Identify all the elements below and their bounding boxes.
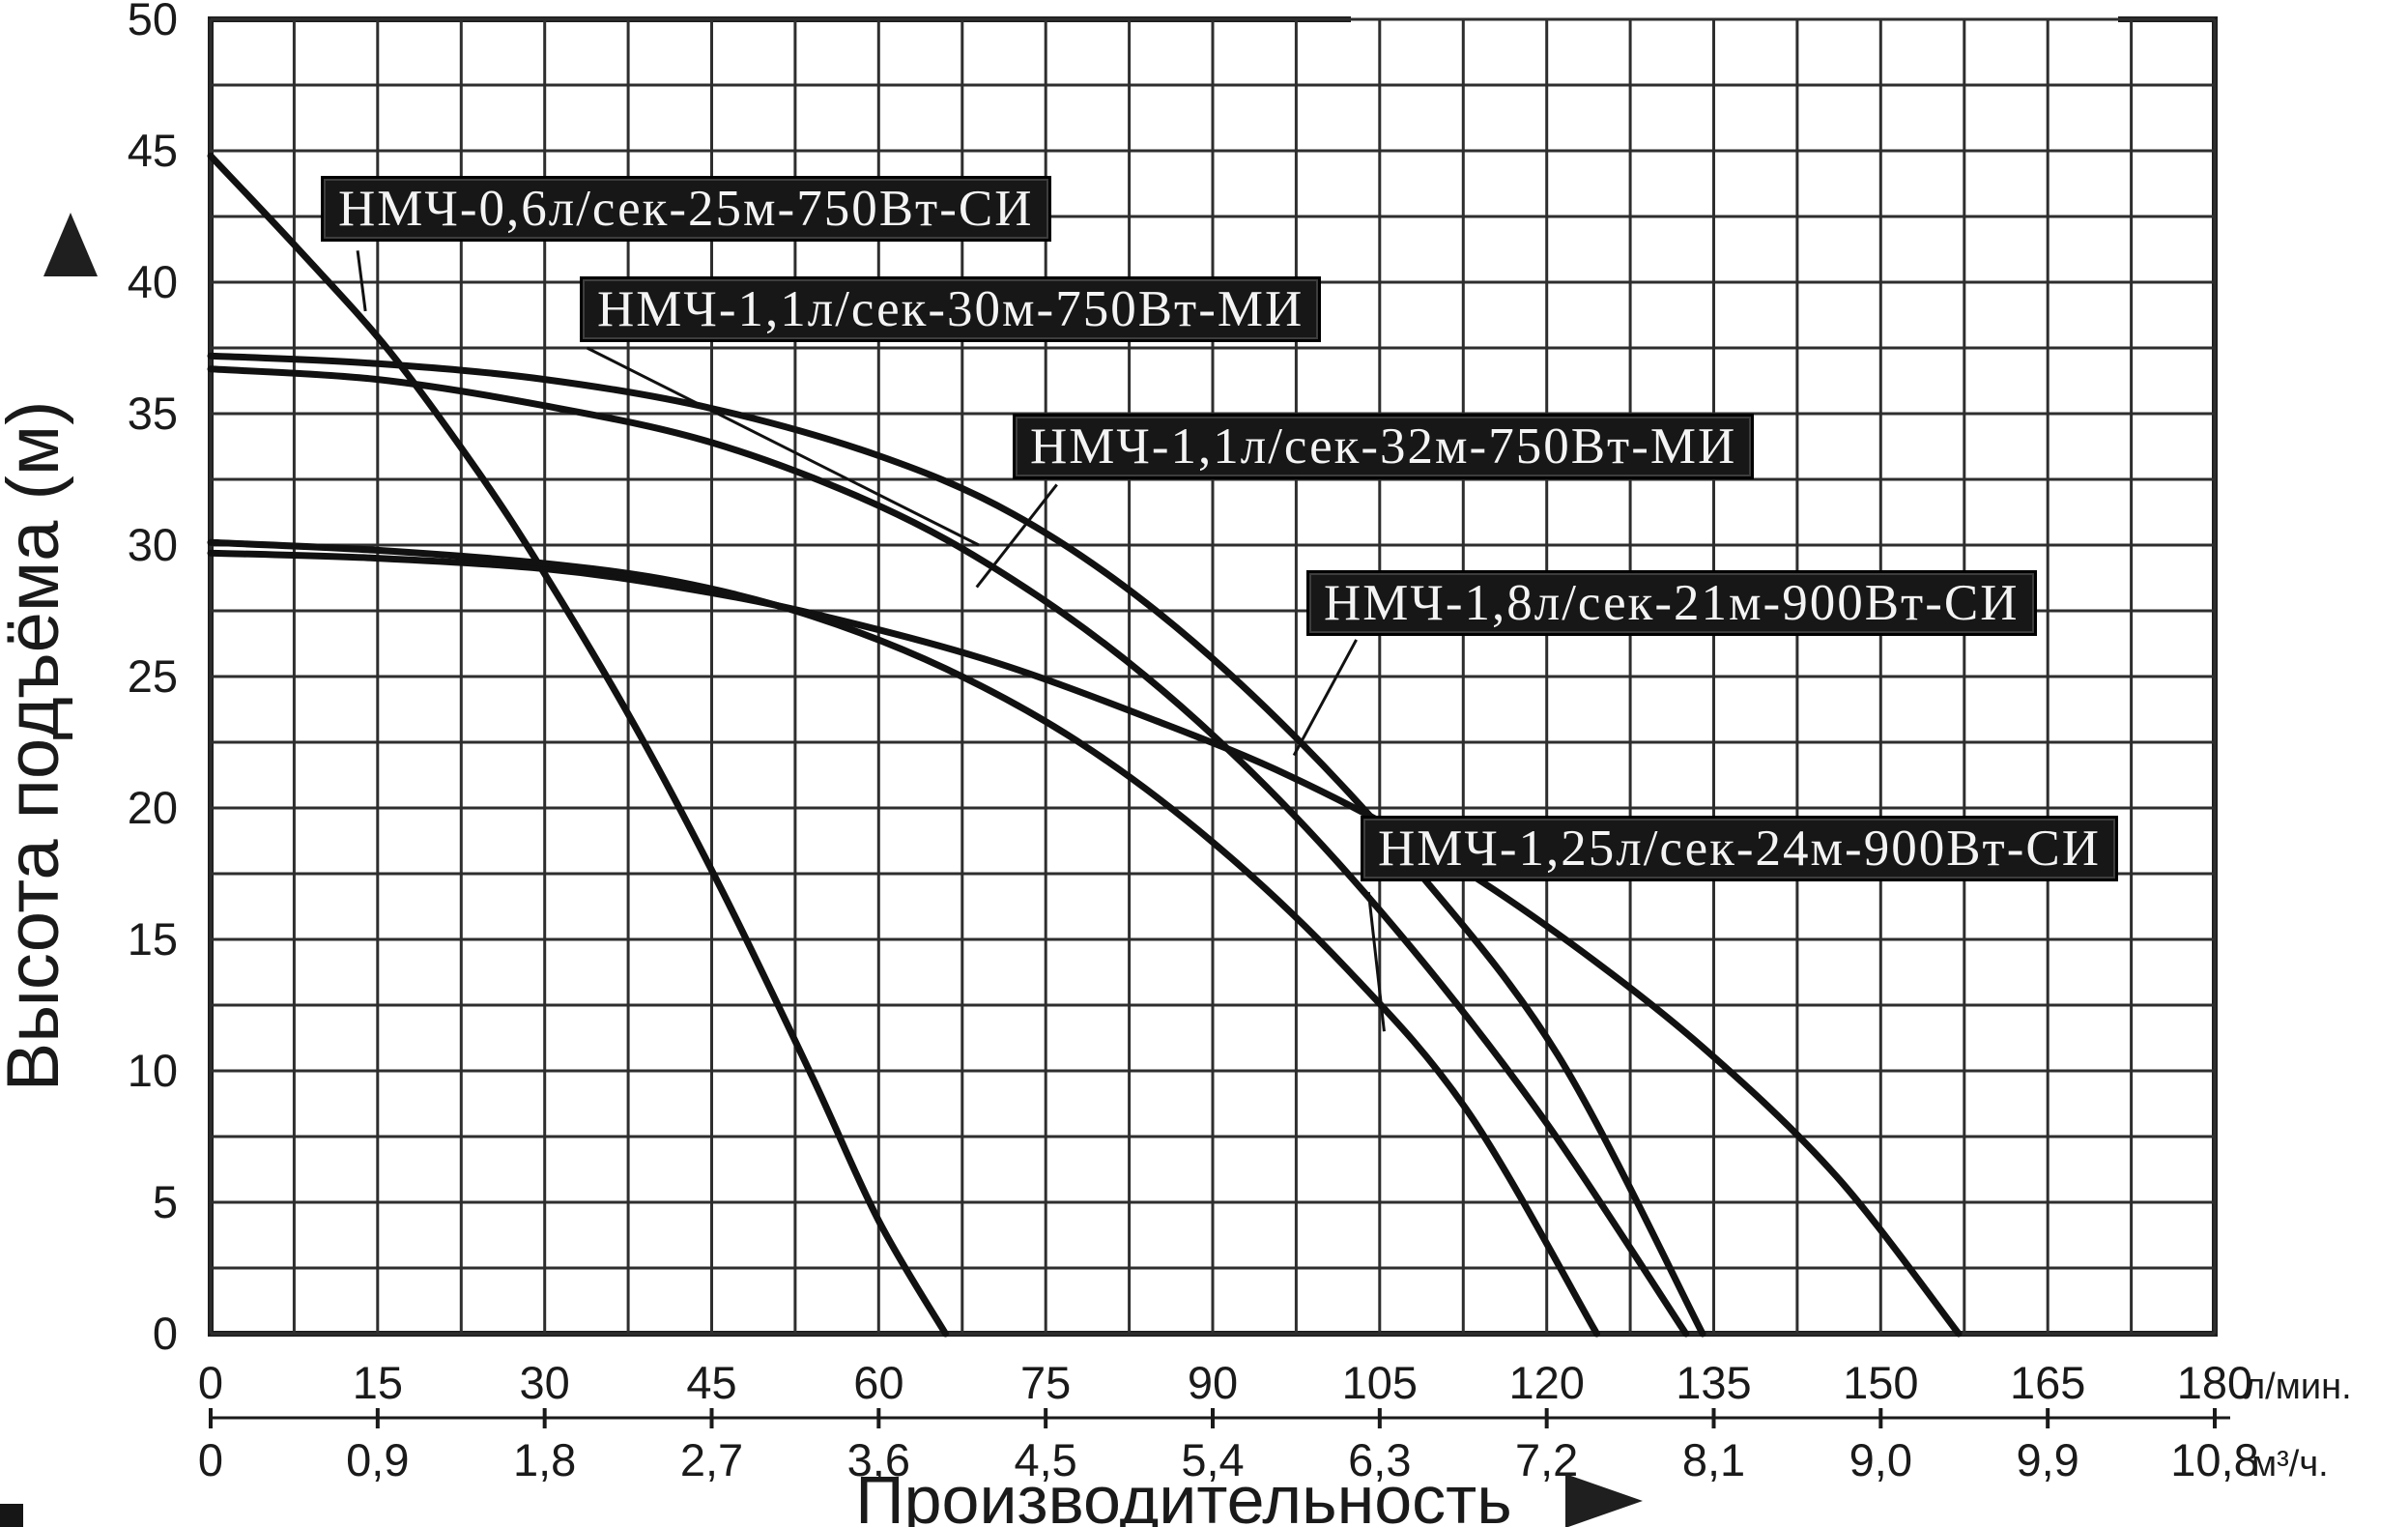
pump-curve-1 <box>207 152 949 1338</box>
label-pointer-4 <box>1292 639 1358 757</box>
pump-curves <box>207 152 1963 1338</box>
y-axis-tick-labels: 0 5 10 15 20 25 30 35 40 45 50 <box>128 0 178 1359</box>
x-tick-label-lmin: 45 <box>686 1357 736 1408</box>
y-tick-label: 25 <box>128 650 178 702</box>
y-axis-title: Высота подъёма (м) <box>0 401 74 1092</box>
x-tick-label-m3h: 5,4 <box>1181 1434 1244 1485</box>
y-tick-label: 15 <box>128 913 178 965</box>
x-axis-tick-labels: 0 15 30 45 60 75 90 105 120 135 150 165 180 0 0,9 1,8 2,… <box>198 1357 2259 1485</box>
label-pointer-lines <box>356 250 1386 1032</box>
y-tick-label: 10 <box>128 1045 178 1096</box>
x-tick-label-lmin: 90 <box>1188 1357 1238 1408</box>
x-tick-label-lmin: 30 <box>520 1357 570 1408</box>
x-tick-label-lmin: 150 <box>1843 1357 1918 1408</box>
y-tick-label: 45 <box>128 125 178 176</box>
x-tick-label-lmin: 15 <box>353 1357 403 1408</box>
label-pointer-5 <box>1366 891 1386 1032</box>
series-label-5: НМЧ-1,25л/сек-24м-900Вт-СИ <box>1361 816 2118 881</box>
series-label-2: НМЧ-1,1л/сек-30м-750Вт-МИ <box>580 276 1322 342</box>
series-label-1: НМЧ-0,6л/сек-25м-750Вт-СИ <box>321 176 1051 242</box>
x-tick-label-m3h: 6,3 <box>1348 1434 1411 1485</box>
x-tick-label-m3h: 8,1 <box>1682 1434 1745 1485</box>
x-tick-label-lmin: 105 <box>1342 1357 1418 1408</box>
label-pointer-1 <box>356 250 367 312</box>
x-tick-label-lmin: 165 <box>2010 1357 2085 1408</box>
series-label-4: НМЧ-1,8л/сек-21м-900Вт-СИ <box>1306 570 2037 636</box>
x-axis-title: Производительность <box>855 1462 1511 1527</box>
x-tick-label-m3h: 10,8 <box>2170 1434 2258 1485</box>
x-tick-label-lmin: 60 <box>853 1357 903 1408</box>
series-label-3: НМЧ-1,1л/сек-32м-750Вт-МИ <box>1013 414 1755 479</box>
x-tick-label-m3h: 0 <box>198 1434 223 1485</box>
y-tick-label: 5 <box>153 1176 178 1227</box>
y-tick-label: 40 <box>128 256 178 307</box>
scan-artifacts <box>0 11 2118 1527</box>
y-tick-label: 50 <box>128 0 178 44</box>
x-tick-label-lmin: 135 <box>1676 1357 1751 1408</box>
y-axis-arrow-up-icon <box>43 213 98 276</box>
pump-curve-5 <box>207 538 1600 1338</box>
x-tick-label-m3h: 1,8 <box>513 1434 576 1485</box>
x-tick-label-lmin: 120 <box>1508 1357 1584 1408</box>
x-tick-label-m3h: 9,0 <box>1849 1434 1912 1485</box>
x-tick-label-m3h: 4,5 <box>1014 1434 1076 1485</box>
x-tick-label-m3h: 0,9 <box>346 1434 409 1485</box>
x-tick-label-lmin: 75 <box>1020 1357 1071 1408</box>
x-axis-arrow-right-icon <box>1565 1474 1643 1527</box>
scan-artifact-corner-mark <box>0 1504 23 1527</box>
pump-curve-3 <box>207 352 1706 1338</box>
x-tick-label-m3h: 2,7 <box>680 1434 743 1485</box>
x-axis-unit-m3h: м³/ч. <box>2251 1444 2329 1484</box>
y-tick-label: 35 <box>128 388 178 439</box>
y-tick-label: 0 <box>153 1308 178 1359</box>
pump-curve-2 <box>207 365 1690 1338</box>
label-pointer-3 <box>975 483 1058 589</box>
x-axis-unit-lmin: л/мин. <box>2244 1367 2352 1407</box>
y-tick-label: 30 <box>128 519 178 570</box>
x-tick-label-lmin: 0 <box>198 1357 223 1408</box>
x-tick-label-m3h: 9,9 <box>2016 1434 2078 1485</box>
pump-curve-4 <box>207 549 1963 1338</box>
x-tick-label-lmin: 180 <box>2177 1357 2252 1408</box>
label-pointer-2 <box>586 346 980 547</box>
y-tick-label: 20 <box>128 782 178 833</box>
x-tick-label-m3h: 3,6 <box>847 1434 910 1485</box>
